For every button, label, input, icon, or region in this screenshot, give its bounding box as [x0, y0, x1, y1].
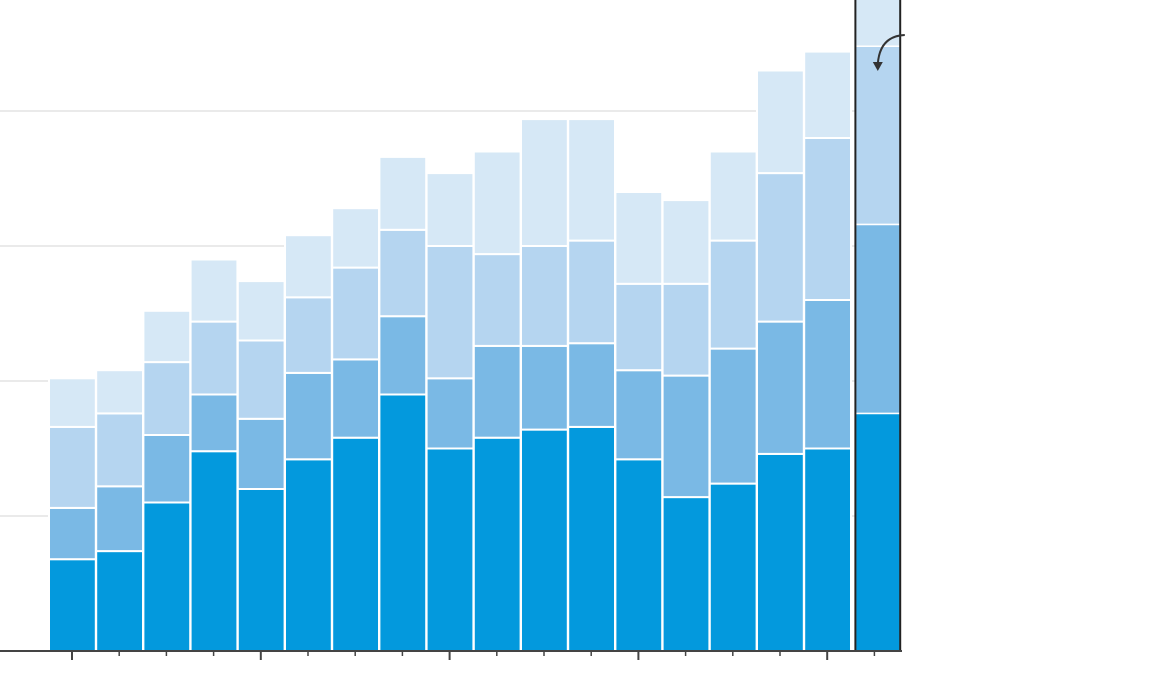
bar-segment: [284, 296, 333, 374]
bar-segment: [378, 228, 428, 318]
bar-segment: [803, 299, 853, 450]
bar-segment: [236, 488, 286, 652]
x-axis: [0, 650, 902, 660]
bar-segment: [189, 393, 239, 453]
bar-segment: [189, 320, 239, 396]
bar-segment: [378, 155, 428, 231]
annotation-arrowhead: [872, 62, 883, 71]
bar-segment: [331, 207, 381, 269]
bar-segment: [567, 342, 617, 428]
bar-segment: [520, 344, 569, 431]
bar-segment: [95, 485, 144, 553]
bar-segment: [708, 482, 758, 652]
annotation-arrow: [876, 34, 905, 65]
bar-segment: [189, 258, 239, 323]
bar-segment: [614, 458, 664, 652]
bar-segment: [803, 447, 853, 652]
bar-segment: [614, 369, 664, 461]
bar-segment: [520, 118, 569, 247]
bar-segment: [520, 428, 569, 652]
bar-segment: [48, 506, 97, 561]
bar-segment: [661, 282, 711, 377]
bar-segment: [661, 496, 711, 652]
bar-segment: [472, 436, 522, 653]
bar-segment: [142, 361, 192, 437]
bar-segment: [425, 245, 475, 380]
bar-segment: [614, 191, 664, 285]
bar-segment: [48, 377, 97, 428]
bar-segment: [236, 417, 286, 490]
highlight-bar-segment: [854, 0, 901, 47]
bar-segment: [803, 137, 853, 301]
bar-segment: [95, 412, 144, 488]
bar-segment: [378, 315, 428, 396]
bar-segment: [567, 118, 617, 242]
bar-segment: [756, 320, 805, 455]
bar-segment: [661, 199, 711, 285]
bar-segment: [567, 239, 617, 345]
bar-segment: [661, 374, 711, 499]
bar-segment: [708, 239, 758, 350]
bar-segment: [48, 558, 97, 653]
highlight-bar-segment: [854, 45, 901, 226]
bar-segment: [331, 266, 381, 361]
bar-segment: [756, 172, 805, 323]
bar-segment: [472, 253, 522, 347]
bar-segment: [236, 339, 286, 420]
bar-segment: [142, 434, 192, 504]
bar-segment: [284, 371, 333, 461]
highlighted-bar: [854, 0, 902, 652]
bar-segment: [756, 452, 805, 652]
bar-segment: [803, 50, 853, 139]
bar-segment: [284, 458, 333, 652]
bar-segment: [425, 172, 475, 248]
bar-segment: [614, 282, 664, 372]
bar-segment: [95, 369, 144, 415]
bar-segment: [567, 425, 617, 652]
bar-segment: [756, 69, 805, 175]
bar-segment: [189, 450, 239, 653]
bar-segment: [708, 347, 758, 485]
bar-segment: [48, 425, 97, 509]
bar-segment: [472, 150, 522, 256]
highlight-bar-segment: [854, 412, 901, 652]
bar-segment: [472, 344, 522, 439]
bar-segment: [520, 245, 569, 347]
bar-segment: [378, 393, 428, 652]
bar-segment: [284, 234, 333, 299]
bar-segment: [708, 150, 758, 242]
bar-segment: [331, 436, 381, 653]
bar-segment: [425, 377, 475, 450]
annotation: [872, 34, 905, 71]
bar-segment: [331, 358, 381, 439]
bar-segment: [142, 309, 192, 364]
bar-segment: [142, 501, 192, 652]
bar-segment: [236, 280, 286, 342]
highlight-bar-segment: [854, 223, 901, 415]
bars: [48, 50, 853, 653]
bar-segment: [425, 447, 475, 652]
bar-segment: [95, 550, 144, 652]
